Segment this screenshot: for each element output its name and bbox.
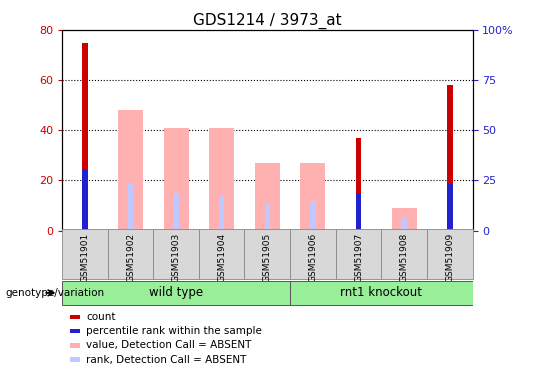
- Bar: [427, 229, 472, 279]
- Bar: [82, 170, 88, 231]
- Bar: [401, 217, 407, 231]
- Bar: [245, 229, 290, 279]
- Bar: [107, 229, 153, 279]
- Bar: [199, 229, 245, 279]
- Text: GSM51901: GSM51901: [80, 233, 90, 282]
- Text: rnt1 knockout: rnt1 knockout: [340, 286, 422, 299]
- Text: wild type: wild type: [149, 286, 203, 299]
- Bar: [219, 195, 225, 231]
- Bar: [209, 128, 234, 231]
- Bar: [447, 184, 453, 231]
- Bar: [255, 163, 280, 231]
- Bar: [392, 208, 417, 231]
- Text: GSM51906: GSM51906: [308, 233, 318, 282]
- Bar: [336, 229, 381, 279]
- Bar: [173, 192, 179, 231]
- Bar: [300, 163, 326, 231]
- Text: GSM51908: GSM51908: [400, 233, 409, 282]
- Text: GSM51907: GSM51907: [354, 233, 363, 282]
- Text: value, Detection Call = ABSENT: value, Detection Call = ABSENT: [86, 340, 252, 350]
- Bar: [82, 42, 88, 231]
- Bar: [290, 229, 336, 279]
- FancyBboxPatch shape: [290, 281, 472, 304]
- Text: GSM51909: GSM51909: [445, 233, 454, 282]
- Text: genotype/variation: genotype/variation: [5, 288, 105, 298]
- Bar: [118, 110, 143, 231]
- Text: count: count: [86, 312, 116, 322]
- Bar: [355, 138, 361, 231]
- Bar: [265, 202, 270, 231]
- Title: GDS1214 / 3973_at: GDS1214 / 3973_at: [193, 12, 342, 28]
- Bar: [310, 201, 316, 231]
- Bar: [355, 192, 361, 231]
- Bar: [128, 184, 133, 231]
- Bar: [381, 229, 427, 279]
- Bar: [62, 229, 107, 279]
- Text: GSM51903: GSM51903: [172, 233, 180, 282]
- Text: GSM51904: GSM51904: [217, 233, 226, 282]
- Text: GSM51905: GSM51905: [263, 233, 272, 282]
- Text: GSM51902: GSM51902: [126, 233, 135, 282]
- Text: rank, Detection Call = ABSENT: rank, Detection Call = ABSENT: [86, 355, 246, 364]
- Bar: [447, 85, 453, 231]
- Bar: [164, 128, 188, 231]
- Bar: [153, 229, 199, 279]
- FancyBboxPatch shape: [62, 281, 290, 304]
- Text: percentile rank within the sample: percentile rank within the sample: [86, 326, 262, 336]
